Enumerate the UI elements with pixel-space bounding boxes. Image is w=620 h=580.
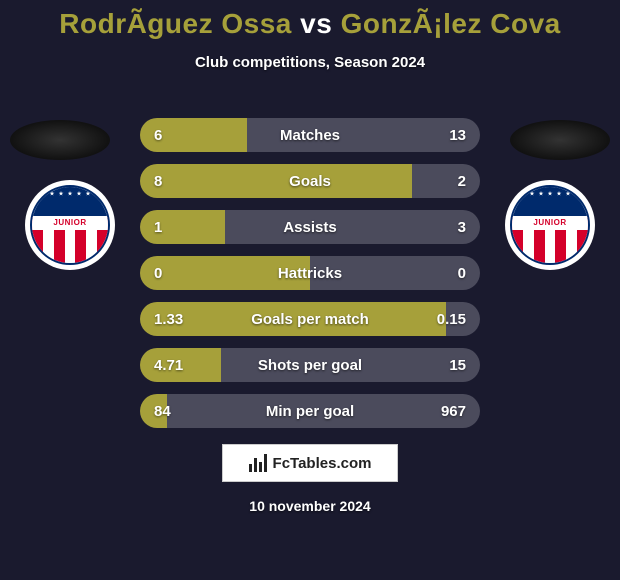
player1-name: RodrÃ­guez Ossa [59, 8, 292, 39]
stat-row: 1.330.15Goals per match [140, 302, 480, 336]
stats-bars: 613Matches 82Goals 13Assists 00Hattricks 1.3… [140, 118, 480, 440]
infographic-container: RodrÃ­guez Ossa vs GonzÃ¡lez Cova Club c… [0, 0, 620, 580]
player2-club-badge: JUNIOR [505, 180, 595, 270]
page-title: RodrÃ­guez Ossa vs GonzÃ¡lez Cova [0, 8, 620, 40]
club-badge-text: JUNIOR [512, 216, 588, 230]
player2-avatar-placeholder [510, 120, 610, 160]
stat-row: 00Hattricks [140, 256, 480, 290]
bars-icon [249, 454, 267, 472]
stat-row: 4.7115Shots per goal [140, 348, 480, 382]
stat-label: Goals [140, 164, 480, 198]
stat-row: 13Assists [140, 210, 480, 244]
source-badge: FcTables.com [222, 444, 398, 482]
stat-row: 613Matches [140, 118, 480, 152]
stat-row: 84967Min per goal [140, 394, 480, 428]
stat-label: Matches [140, 118, 480, 152]
stat-label: Hattricks [140, 256, 480, 290]
player1-club-badge: JUNIOR [25, 180, 115, 270]
footer-date: 10 november 2024 [0, 498, 620, 514]
vs-text: vs [300, 8, 332, 39]
stat-label: Min per goal [140, 394, 480, 428]
club-badge-text: JUNIOR [32, 216, 108, 230]
player1-avatar-placeholder [10, 120, 110, 160]
player2-name: GonzÃ¡lez Cova [341, 8, 561, 39]
stat-row: 82Goals [140, 164, 480, 198]
subtitle: Club competitions, Season 2024 [0, 54, 620, 71]
stat-label: Goals per match [140, 302, 480, 336]
source-site: FcTables.com [273, 455, 372, 472]
stat-label: Shots per goal [140, 348, 480, 382]
stat-label: Assists [140, 210, 480, 244]
